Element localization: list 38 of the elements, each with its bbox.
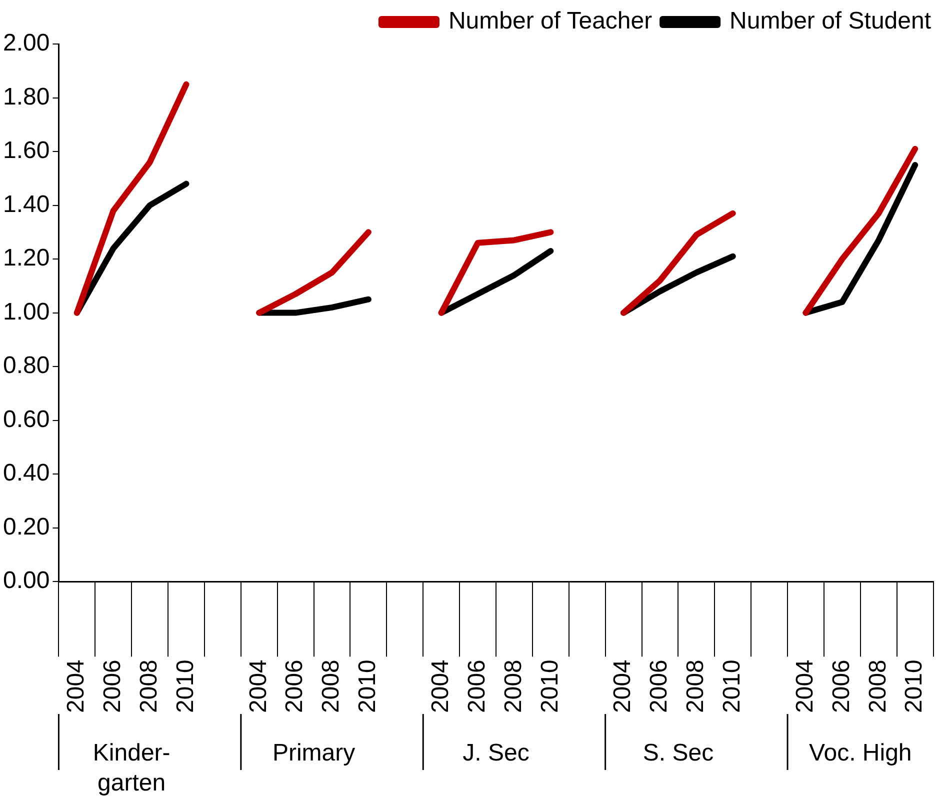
- y-tick-label: 1.00: [2, 298, 50, 326]
- x-tick-label: 2010: [354, 660, 382, 713]
- x-tick-label: 2010: [536, 660, 564, 713]
- y-tick-label: 0.40: [2, 460, 50, 487]
- text: S. Sec: [642, 740, 714, 767]
- text: Primary: [272, 740, 356, 767]
- y-tick-label: 2.00: [2, 30, 50, 57]
- x-tick-label: 2010: [172, 660, 199, 713]
- x-tick-label: 2006: [98, 660, 126, 713]
- x-tick-label: 2008: [135, 660, 162, 713]
- x-tick-label: 2010: [900, 660, 928, 713]
- y-tick-label: 0.60: [2, 406, 50, 433]
- text: Voc. High: [809, 740, 912, 767]
- x-tick-label: 2006: [828, 660, 855, 713]
- legend-label: Number of Teacher: [448, 8, 652, 35]
- x-tick-label: 2004: [426, 660, 454, 713]
- text: Kinder-garten: [92, 740, 170, 797]
- y-tick-label: 1.80: [2, 83, 50, 110]
- y-tick-label: 0.20: [2, 513, 50, 540]
- x-tick-label: 2006: [463, 660, 490, 713]
- x-tick-label: 2008: [682, 660, 710, 713]
- y-tick-label: 0.80: [2, 352, 50, 380]
- x-tick-label: 2004: [62, 660, 90, 713]
- x-tick-label: 2006: [281, 660, 308, 713]
- x-tick-label: 2010: [718, 660, 746, 713]
- y-tick-label: 0.00: [2, 567, 50, 594]
- y-tick-label: 1.60: [2, 137, 50, 164]
- legend-label: Number of Student: [730, 8, 932, 35]
- y-tick-label: 1.20: [2, 244, 50, 272]
- x-tick-label: 2008: [864, 660, 892, 713]
- x-tick-label: 2008: [318, 660, 345, 713]
- x-tick-label: 2004: [244, 660, 272, 713]
- y-tick-label: 1.40: [2, 190, 50, 218]
- text: J. Sec: [462, 740, 530, 767]
- x-tick-label: 2008: [500, 660, 527, 713]
- x-tick-label: 2006: [646, 660, 673, 713]
- x-tick-label: 2004: [791, 660, 818, 713]
- x-tick-label: 2004: [609, 660, 636, 713]
